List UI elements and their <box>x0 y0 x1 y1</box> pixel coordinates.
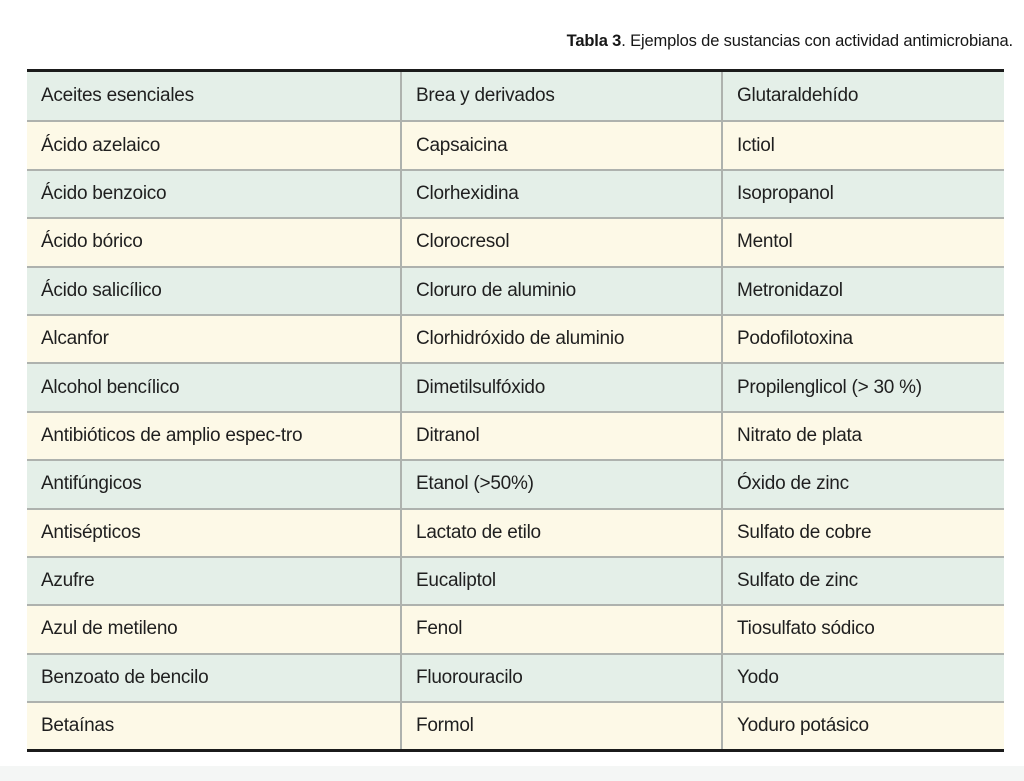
table-cell: Nitrato de plata <box>737 424 862 446</box>
table-row: Ácido salicílico Cloruro de aluminio Met… <box>27 265 1004 314</box>
table-cell: Yoduro potásico <box>737 715 869 737</box>
table-cell: Ácido benzoico <box>41 182 167 204</box>
table-cell: Fenol <box>400 606 723 653</box>
table-row: Aceites esenciales Brea y derivados Glut… <box>27 72 1004 121</box>
table-cell: Clorhidróxido de aluminio <box>400 315 723 363</box>
table-row: Azul de metileno Fenol Tiosulfato sódico <box>27 604 1004 653</box>
table-cell: Dimetilsulfóxido <box>400 364 723 411</box>
table-cell: Glutaraldehído <box>737 85 859 107</box>
table-cell: Aceites esenciales <box>41 85 194 107</box>
table-cell: Formol <box>400 703 723 750</box>
table-cell: Eucaliptol <box>400 557 723 605</box>
table-cell: Antisépticos <box>41 521 141 543</box>
table-row: Betaínas Formol Yoduro potásico <box>27 701 1004 750</box>
table-cell: Antibióticos de amplio espec-tro <box>41 424 303 446</box>
table-cell: Ácido salicílico <box>41 279 162 301</box>
table-cell: Podofilotoxina <box>737 328 853 350</box>
table-row: Alcanfor Clorhidróxido de aluminio Podof… <box>27 313 1004 363</box>
table-cell: Azul de metileno <box>41 618 178 640</box>
table-row: Ácido bórico Clorocresol Mentol <box>27 217 1004 266</box>
table-cell: Betaínas <box>41 715 114 737</box>
table-cell: Ácido azelaico <box>41 134 161 156</box>
table-row: Antibióticos de amplio espec-tro Ditrano… <box>27 410 1004 460</box>
table-cell: Clorhexidina <box>400 170 723 218</box>
page-bottom-strip <box>0 766 1024 781</box>
table-cell: Metronidazol <box>737 279 843 301</box>
table-cell: Ácido bórico <box>41 231 143 253</box>
table-cell: Alcohol bencílico <box>41 376 180 398</box>
table-cell: Tiosulfato sódico <box>737 618 875 640</box>
table-cell: Clorocresol <box>400 219 723 266</box>
table-caption: Tabla 3. Ejemplos de sustancias con acti… <box>566 32 1014 51</box>
table-cell: Yodo <box>737 666 779 688</box>
table-row: Antifúngicos Etanol (>50%) Óxido de zinc <box>27 459 1004 508</box>
table-cell: Propilenglicol (> 30 %) <box>737 376 922 398</box>
table-cell: Lactato de etilo <box>400 509 723 556</box>
table-cell: Sulfato de zinc <box>737 570 858 592</box>
table-cell: Cloruro de aluminio <box>400 267 723 314</box>
table-row: Alcohol bencílico Dimetilsulfóxido Propi… <box>27 362 1004 411</box>
table-row: Antisépticos Lactato de etilo Sulfato de… <box>27 507 1004 556</box>
table-cell: Isopropanol <box>737 182 834 204</box>
table-cell: Óxido de zinc <box>737 473 849 495</box>
table-caption-text: . Ejemplos de sustancias con actividad a… <box>621 32 1013 50</box>
table-row: Ácido azelaico Capsaicina Ictiol <box>27 120 1004 169</box>
table-cell: Sulfato de cobre <box>737 521 872 543</box>
table-row: Ácido benzoico Clorhexidina Isopropanol <box>27 168 1004 218</box>
table-row: Azufre Eucaliptol Sulfato de zinc <box>27 555 1004 605</box>
table-cell: Antifúngicos <box>41 473 142 495</box>
table-cell: Fluorouracilo <box>400 654 723 702</box>
table-cell: Brea y derivados <box>400 72 723 121</box>
table-caption-number: Tabla 3 <box>566 32 622 50</box>
table-cell: Benzoato de bencilo <box>41 666 209 688</box>
table-cell: Ditranol <box>400 412 723 460</box>
table-cell: Mentol <box>737 231 793 253</box>
table-cell: Ictiol <box>737 134 775 156</box>
table-row: Benzoato de bencilo Fluorouracilo Yodo <box>27 652 1004 702</box>
table-cell: Alcanfor <box>41 328 109 350</box>
table-cell: Capsaicina <box>400 122 723 169</box>
table-cell: Etanol (>50%) <box>400 461 723 508</box>
table-cell: Azufre <box>41 570 95 592</box>
substances-table: Aceites esenciales Brea y derivados Glut… <box>27 69 1004 753</box>
